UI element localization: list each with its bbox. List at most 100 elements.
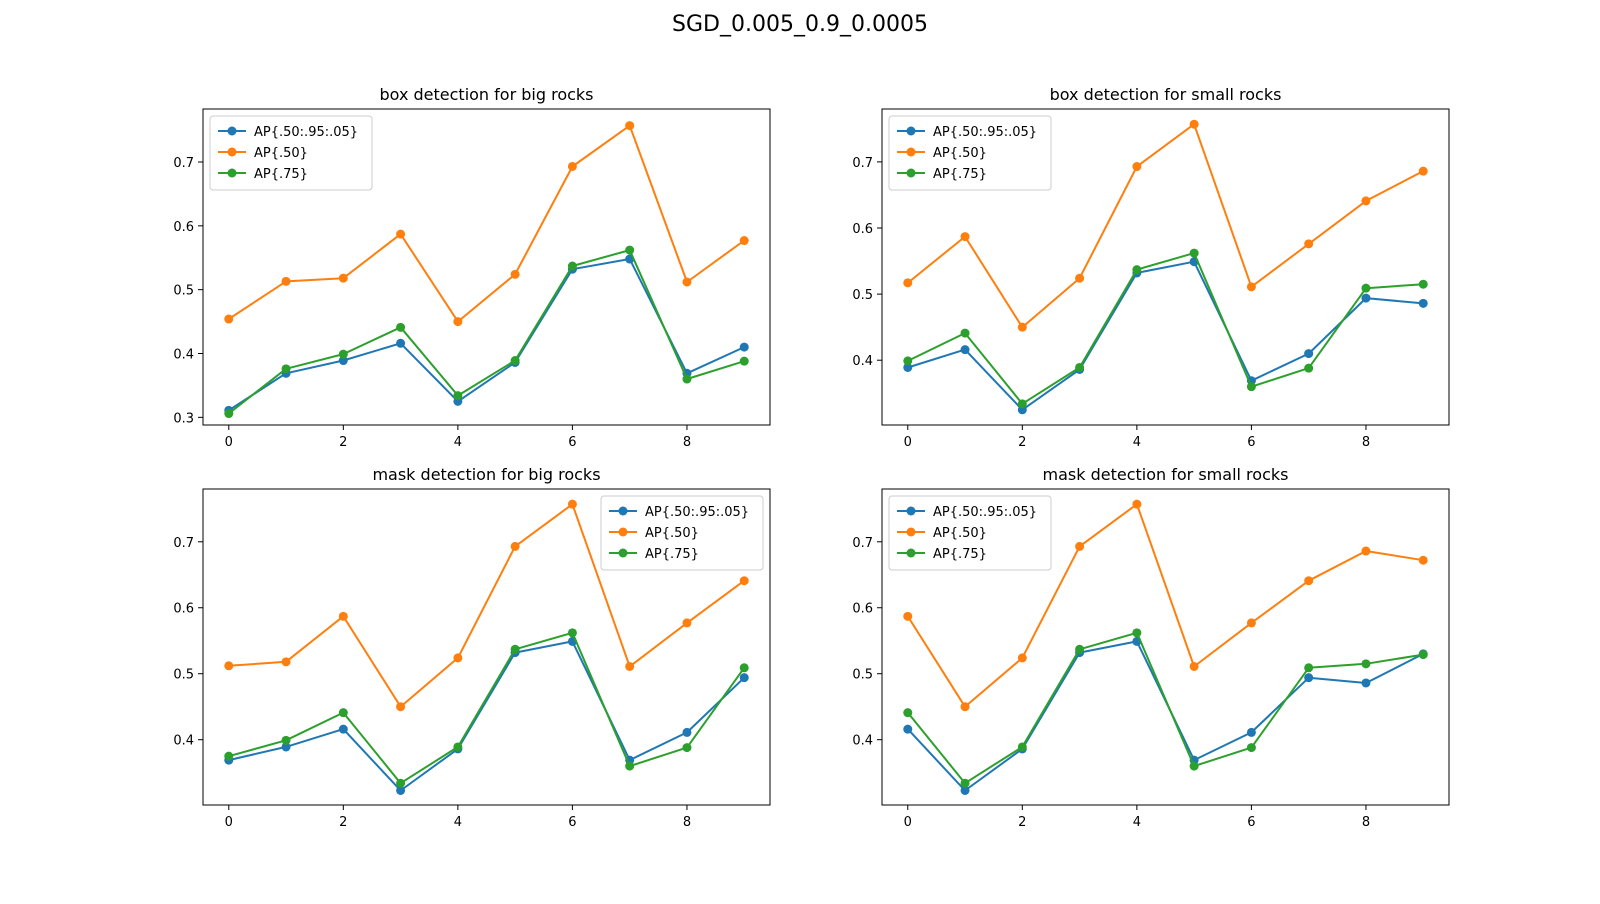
y-tick-label: 0.5 <box>173 668 194 683</box>
data-point <box>960 778 970 788</box>
legend-box <box>888 115 1052 191</box>
y-tick-label: 0.6 <box>852 602 873 617</box>
data-point <box>281 735 291 745</box>
data-point <box>1304 663 1314 673</box>
data-point <box>281 742 291 752</box>
data-point <box>1304 349 1314 359</box>
legend-box <box>888 495 1052 571</box>
y-tick-label: 0.6 <box>852 222 873 237</box>
x-tick-label: 8 <box>1362 815 1370 830</box>
data-point <box>281 276 291 286</box>
data-point <box>1246 727 1256 737</box>
data-point <box>739 342 749 352</box>
chart-title: mask detection for small rocks <box>1043 465 1289 484</box>
series-line-2 <box>907 252 1424 405</box>
legend-label: AP{.50:.95:.05} <box>933 125 1037 140</box>
series-line-2 <box>907 631 1424 785</box>
x-tick-label: 8 <box>683 815 691 830</box>
legend-label: AP{.50} <box>645 526 699 541</box>
data-point <box>739 356 749 366</box>
data-point <box>1075 644 1085 654</box>
y-tick-label: 0.4 <box>852 734 873 749</box>
x-tick-label: 4 <box>1133 815 1141 830</box>
data-point <box>1304 363 1314 373</box>
chart-title: box detection for big rocks <box>380 85 594 104</box>
x-tick-label: 2 <box>339 815 347 830</box>
data-point <box>453 742 463 752</box>
data-point <box>1246 618 1256 628</box>
data-point <box>625 761 635 771</box>
data-point <box>453 317 463 327</box>
data-point <box>396 785 406 795</box>
data-point <box>1075 362 1085 372</box>
data-point <box>281 657 291 667</box>
data-point <box>1361 196 1371 206</box>
data-point <box>682 727 692 737</box>
legend-marker <box>227 168 237 178</box>
data-point <box>903 356 913 366</box>
data-point <box>453 653 463 663</box>
data-point <box>567 499 577 509</box>
x-tick-label: 6 <box>568 815 576 830</box>
data-point <box>1418 279 1428 289</box>
data-point <box>224 409 234 419</box>
data-point <box>1132 162 1142 172</box>
legend-marker <box>227 147 237 157</box>
x-tick-label: 8 <box>1362 435 1370 450</box>
x-tick-label: 2 <box>339 435 347 450</box>
y-tick-label: 0.6 <box>173 220 194 235</box>
data-point <box>903 611 913 621</box>
data-point <box>1246 282 1256 292</box>
series-line-1 <box>228 503 745 708</box>
data-point <box>1361 678 1371 688</box>
data-point <box>960 232 970 242</box>
data-point <box>338 349 348 359</box>
data-point <box>625 661 635 671</box>
legend-marker <box>906 126 916 136</box>
data-point <box>453 391 463 401</box>
data-point <box>739 236 749 246</box>
chart-panel: mask detection for big rocks 0 2 4 6 8 0.4 0.5 0… <box>173 465 771 830</box>
data-point <box>338 724 348 734</box>
data-point <box>1189 119 1199 129</box>
data-point <box>224 661 234 671</box>
data-point <box>903 724 913 734</box>
legend: AP{.50:.95:.05} AP{.50} AP{.75} <box>209 115 373 191</box>
data-point <box>1017 742 1027 752</box>
data-point <box>682 743 692 753</box>
data-point <box>396 338 406 348</box>
legend-label: AP{.75} <box>254 167 308 182</box>
data-point <box>960 345 970 355</box>
data-point <box>338 708 348 718</box>
y-tick-label: 0.4 <box>173 348 194 363</box>
y-tick-label: 0.3 <box>173 411 194 426</box>
legend-label: AP{.75} <box>933 547 987 562</box>
data-point <box>1132 499 1142 509</box>
data-point <box>1075 273 1085 283</box>
data-point <box>1132 265 1142 275</box>
x-tick-label: 6 <box>1247 435 1255 450</box>
y-tick-label: 0.5 <box>852 668 873 683</box>
data-point <box>281 364 291 374</box>
y-tick-label: 0.6 <box>173 602 194 617</box>
data-point <box>903 362 913 372</box>
x-tick-label: 2 <box>1018 435 1026 450</box>
legend-label: AP{.50:.95:.05} <box>645 505 749 520</box>
data-point <box>1304 239 1314 249</box>
x-tick-label: 8 <box>683 435 691 450</box>
data-point <box>1075 541 1085 551</box>
x-tick-label: 4 <box>454 435 462 450</box>
legend: AP{.50:.95:.05} AP{.50} AP{.75} <box>600 495 764 571</box>
series-line-1 <box>228 124 745 323</box>
legend-marker <box>906 527 916 537</box>
legend-box <box>209 115 373 191</box>
legend-label: AP{.50} <box>254 146 308 161</box>
x-tick-label: 4 <box>1133 435 1141 450</box>
chart-title: box detection for small rocks <box>1050 85 1282 104</box>
legend: AP{.50:.95:.05} AP{.50} AP{.75} <box>888 495 1052 571</box>
series-line-0 <box>228 640 745 792</box>
x-tick-label: 6 <box>568 435 576 450</box>
data-point <box>567 628 577 638</box>
legend-label: AP{.50} <box>933 526 987 541</box>
